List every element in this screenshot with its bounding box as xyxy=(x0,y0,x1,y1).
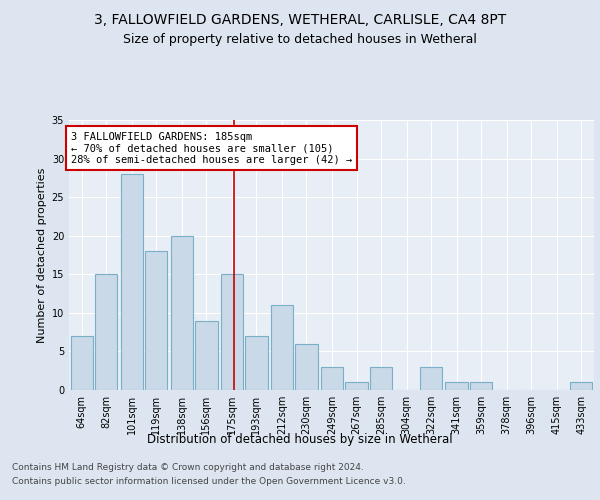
Bar xyxy=(171,236,193,390)
Bar xyxy=(570,382,592,390)
Bar xyxy=(370,367,392,390)
Text: 3 FALLOWFIELD GARDENS: 185sqm
← 70% of detached houses are smaller (105)
28% of : 3 FALLOWFIELD GARDENS: 185sqm ← 70% of d… xyxy=(71,132,352,165)
Y-axis label: Number of detached properties: Number of detached properties xyxy=(37,168,47,342)
Bar xyxy=(245,336,268,390)
Bar xyxy=(271,305,293,390)
Text: Distribution of detached houses by size in Wetheral: Distribution of detached houses by size … xyxy=(147,432,453,446)
Text: 3, FALLOWFIELD GARDENS, WETHERAL, CARLISLE, CA4 8PT: 3, FALLOWFIELD GARDENS, WETHERAL, CARLIS… xyxy=(94,12,506,26)
Text: Contains public sector information licensed under the Open Government Licence v3: Contains public sector information licen… xyxy=(12,478,406,486)
Bar xyxy=(71,336,93,390)
Bar xyxy=(445,382,468,390)
Bar xyxy=(470,382,492,390)
Bar xyxy=(195,320,218,390)
Bar xyxy=(346,382,368,390)
Bar xyxy=(420,367,442,390)
Bar xyxy=(321,367,343,390)
Text: Contains HM Land Registry data © Crown copyright and database right 2024.: Contains HM Land Registry data © Crown c… xyxy=(12,462,364,471)
Bar xyxy=(145,251,167,390)
Text: Size of property relative to detached houses in Wetheral: Size of property relative to detached ho… xyxy=(123,32,477,46)
Bar xyxy=(221,274,243,390)
Bar xyxy=(295,344,317,390)
Bar xyxy=(121,174,143,390)
Bar xyxy=(95,274,118,390)
